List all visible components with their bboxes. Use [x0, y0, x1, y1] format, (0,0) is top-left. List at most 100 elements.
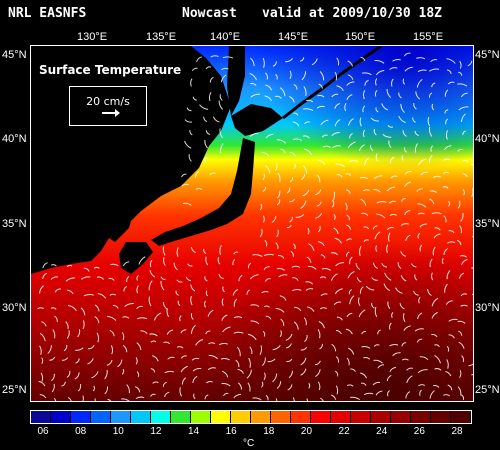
current-vector — [348, 118, 354, 126]
current-vector — [109, 293, 117, 296]
current-vector — [434, 368, 442, 371]
current-vector — [318, 321, 325, 329]
current-vector — [443, 171, 449, 175]
current-vector — [176, 346, 184, 349]
current-vector — [404, 66, 413, 72]
current-vector — [122, 316, 130, 319]
current-vector — [286, 358, 293, 363]
current-vector — [250, 304, 260, 307]
current-vector — [190, 295, 193, 306]
current-vector — [248, 357, 251, 368]
current-vector — [137, 317, 148, 320]
current-vector — [263, 266, 270, 270]
current-vector — [448, 230, 455, 234]
current-vector — [389, 366, 396, 373]
current-vector — [53, 397, 57, 401]
current-vector — [387, 301, 391, 309]
current-vector — [208, 354, 218, 360]
current-vector — [315, 212, 323, 219]
lon-tick-150: 150°E — [344, 31, 376, 43]
current-vector — [121, 368, 125, 375]
current-vector — [360, 198, 367, 206]
current-vector — [107, 398, 112, 401]
current-vector — [303, 317, 307, 326]
current-vector — [362, 129, 366, 138]
current-vector — [207, 367, 216, 371]
current-vector — [293, 321, 299, 330]
current-vector — [386, 88, 392, 98]
current-vector — [335, 163, 345, 168]
current-vector — [334, 288, 343, 295]
current-vector — [249, 72, 258, 81]
current-vector — [149, 269, 156, 278]
current-vector — [40, 372, 44, 382]
current-vector — [267, 358, 276, 363]
current-vector — [299, 57, 305, 62]
current-vector — [458, 106, 469, 111]
current-vector — [112, 304, 119, 309]
current-vector — [364, 79, 369, 86]
current-vector — [457, 148, 463, 152]
current-vector — [50, 264, 57, 267]
current-vector — [391, 312, 394, 319]
current-vector — [196, 56, 202, 62]
current-vector — [317, 225, 321, 233]
current-vector — [417, 232, 421, 239]
current-vector — [388, 232, 391, 242]
current-vector — [217, 256, 221, 265]
current-vector — [193, 393, 196, 400]
current-vector — [152, 355, 159, 362]
current-vector — [397, 262, 402, 269]
current-vector — [400, 103, 405, 113]
colorbar-cell — [51, 411, 71, 423]
current-vector — [402, 313, 406, 322]
current-vector — [265, 133, 274, 139]
current-vector — [405, 391, 411, 399]
current-vector — [280, 318, 285, 326]
current-vector — [218, 100, 224, 110]
current-vector — [179, 387, 183, 397]
current-vector — [199, 104, 209, 110]
current-vector — [117, 359, 123, 368]
current-vector — [448, 334, 455, 339]
current-vector — [371, 277, 378, 281]
current-vector — [460, 212, 464, 222]
current-vector — [286, 224, 292, 229]
current-vector — [363, 239, 370, 242]
current-vector — [110, 263, 119, 267]
current-vector — [77, 384, 82, 392]
current-vector — [219, 128, 223, 139]
current-vector — [395, 287, 403, 294]
colorbar-cell — [171, 411, 191, 423]
current-vector — [320, 119, 329, 126]
current-vector — [372, 381, 381, 386]
current-vector — [306, 256, 312, 263]
current-vector — [411, 263, 417, 268]
colorbar-cell — [411, 411, 431, 423]
current-vector — [150, 368, 156, 373]
current-vector — [401, 155, 404, 161]
current-vector — [262, 215, 265, 223]
current-vector — [182, 202, 192, 206]
colorbar-unit: °C — [243, 438, 255, 449]
colorbar-label: 14 — [187, 426, 200, 437]
current-vector — [300, 368, 307, 376]
colorbar-label: 26 — [413, 426, 425, 437]
current-vector — [276, 229, 279, 238]
current-vector — [152, 381, 159, 384]
current-vector — [386, 374, 392, 382]
current-vector — [77, 329, 81, 338]
current-vector — [402, 130, 407, 137]
current-vector — [317, 329, 321, 339]
colorbar-cell — [271, 411, 291, 423]
current-vector — [80, 276, 91, 280]
current-vector — [431, 103, 435, 111]
current-vector — [320, 293, 328, 297]
current-vector — [442, 186, 449, 189]
current-vector — [433, 233, 441, 239]
current-vector — [305, 288, 314, 291]
current-vector — [208, 92, 212, 102]
current-vector — [289, 198, 295, 203]
current-vector — [371, 303, 375, 309]
current-vector — [106, 359, 113, 366]
